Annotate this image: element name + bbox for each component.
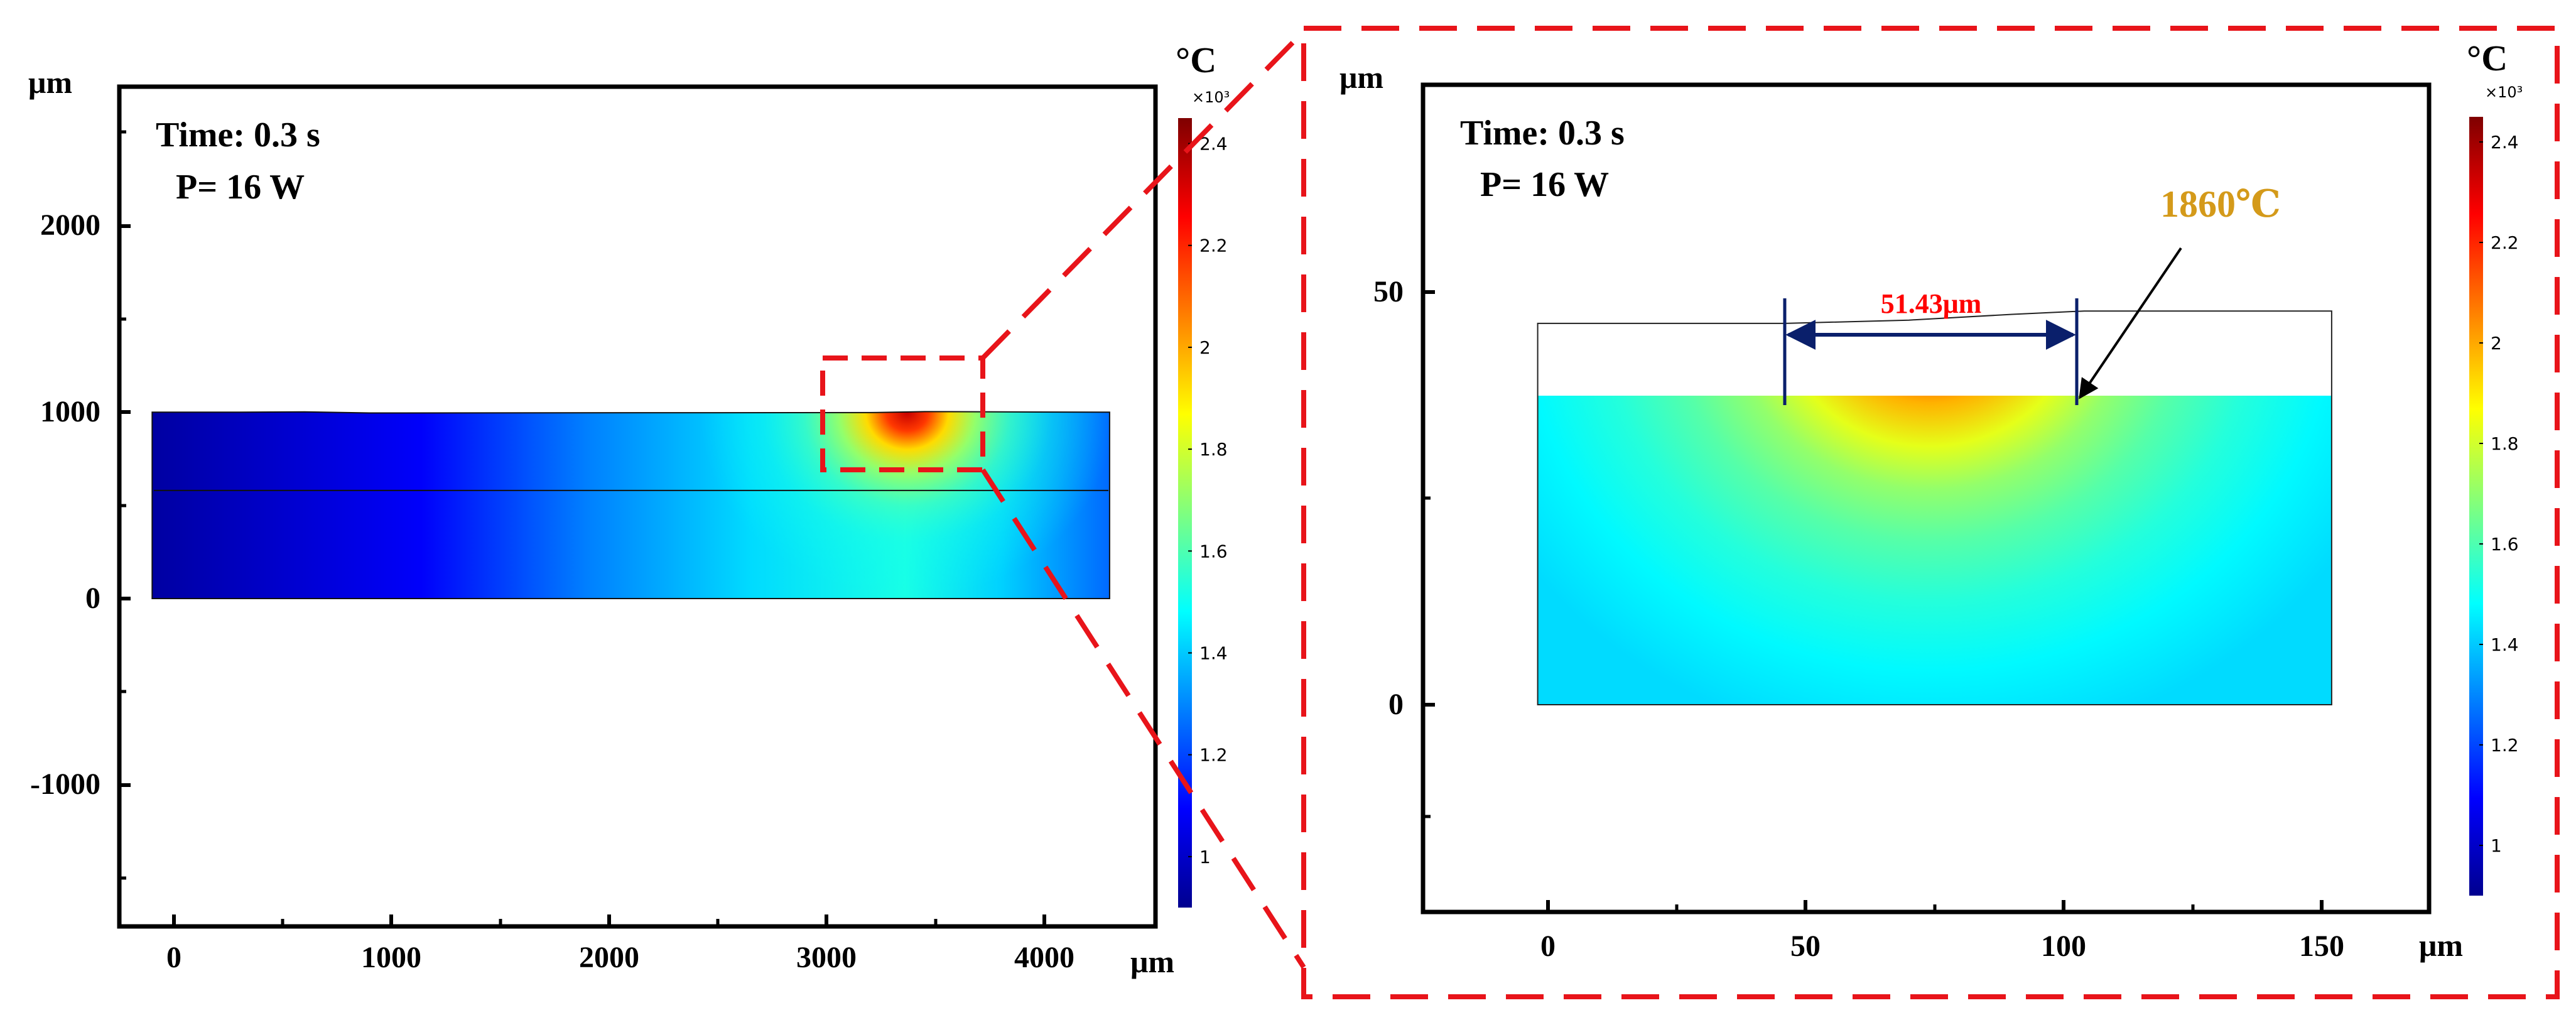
left-y-tick-2000: 2000	[40, 209, 100, 242]
right-y-tick-50: 50	[1373, 275, 1404, 308]
leftCbarTicks-label-2: 2	[1199, 337, 1211, 358]
right-colorbar-exponent: ×10³	[2485, 84, 2523, 101]
right-y-axis: 50 0	[1373, 275, 1435, 818]
left-colorbar-ticks: 2.4 2.2 2 1.8 1.6 1.4 1.2 1	[1188, 134, 1228, 867]
rightCbarTicks-label-6: 1.2	[2491, 735, 2519, 756]
melt-pool-width-label: 51.43μm	[1881, 288, 1982, 319]
leftCbarTicks-label-4: 1.6	[1199, 541, 1228, 562]
right-power-label: P= 16 W	[1480, 165, 1609, 204]
left-y-unit: μm	[28, 65, 72, 100]
left-colorbar-unit: °C	[1176, 40, 1216, 80]
zoom-region-box	[820, 355, 985, 472]
leftCbarTicks-label-6: 1.2	[1199, 745, 1228, 766]
right-x-tick-0: 0	[1540, 930, 1556, 963]
right-colorbar-gradient	[2469, 117, 2483, 896]
right-x-axis: 0 50 100 150	[1540, 900, 2344, 963]
peak-temperature-callout: 1860℃	[2079, 183, 2281, 399]
right-x-unit: μm	[2419, 928, 2463, 963]
leftCbarTicks-label-1: 2.2	[1199, 236, 1228, 256]
zoom-panel-border	[1301, 26, 2560, 999]
left-x-tick-3000: 3000	[796, 941, 857, 974]
left-colorbar-exponent: ×10³	[1192, 89, 1230, 106]
left-y-axis: 2000 1000 0 -1000	[30, 130, 131, 880]
left-x-axis: 0 1000 2000 3000 4000	[166, 914, 1074, 974]
left-x-unit: μm	[1130, 944, 1174, 979]
right-temperature-field	[1537, 396, 2332, 705]
rightCbarTicks-label-3: 1.8	[2491, 433, 2519, 454]
rightCbarTicks-label-1: 2.2	[2491, 232, 2519, 253]
left-x-tick-4000: 4000	[1014, 941, 1074, 974]
left-y-tick-1000: 1000	[40, 395, 100, 428]
rightCbarTicks-label-0: 2.4	[2491, 132, 2519, 153]
right-x-tick-50: 50	[1790, 930, 1821, 963]
left-x-tick-2000: 2000	[579, 941, 639, 974]
left-plot: μm Time: 0.3 s P= 16 W 2000 1000 0 -1000	[28, 40, 1230, 979]
left-melt-pool-glow	[152, 411, 1110, 599]
right-y-tick-0: 0	[1388, 688, 1404, 721]
leftCbarTicks-label-3: 1.8	[1199, 439, 1228, 460]
right-field-fill	[1537, 396, 2332, 705]
left-y-tick-neg1000: -1000	[30, 768, 100, 801]
leftCbarTicks-label-5: 1.4	[1199, 643, 1228, 664]
right-geometry-outline	[1537, 310, 2332, 705]
right-y-unit: μm	[1339, 60, 1383, 95]
right-x-tick-150: 150	[2299, 930, 2344, 963]
rightCbarTicks-label-4: 1.6	[2491, 534, 2519, 555]
left-x-tick-1000: 1000	[361, 941, 421, 974]
left-x-tick-0: 0	[166, 941, 181, 974]
zoom-connector-bottom	[980, 468, 1306, 969]
rightCbarTicks-label-7: 1	[2491, 835, 2502, 856]
leftCbarTicks-label-0: 2.4	[1199, 134, 1228, 155]
right-colorbar-unit: °C	[2467, 38, 2508, 79]
left-colorbar-gradient	[1178, 118, 1192, 908]
rightCbarTicks-label-5: 1.4	[2491, 634, 2519, 655]
right-plot: μm Time: 0.3 s P= 16 W 51.43μm 1860℃ 50	[1339, 38, 2523, 963]
right-x-tick-100: 100	[2041, 930, 2086, 963]
leftCbarTicks-label-7: 1	[1199, 847, 1211, 867]
left-power-label: P= 16 W	[176, 168, 305, 207]
left-time-label: Time: 0.3 s	[156, 116, 320, 155]
right-colorbar: °C ×10³ 2.4 2.2 2 1.8 1.6 1.4 1.2 1	[2467, 38, 2523, 896]
left-y-tick-0: 0	[85, 582, 100, 615]
right-colorbar-ticks: 2.4 2.2 2 1.8 1.6 1.4 1.2 1	[2479, 132, 2519, 856]
right-time-label: Time: 0.3 s	[1460, 114, 1625, 153]
left-colorbar: °C ×10³ 2.4 2.2 2 1.8 1.6 1.4 1.2 1	[1176, 40, 1230, 908]
left-temperature-field	[152, 411, 1110, 599]
peak-temperature-label: 1860℃	[2160, 183, 2281, 225]
melt-pool-width-dimension: 51.43μm	[1783, 288, 2079, 405]
zoom-connector-top	[981, 30, 1306, 360]
left-geometry-outline	[151, 411, 1110, 599]
rightCbarTicks-label-2: 2	[2491, 333, 2502, 354]
